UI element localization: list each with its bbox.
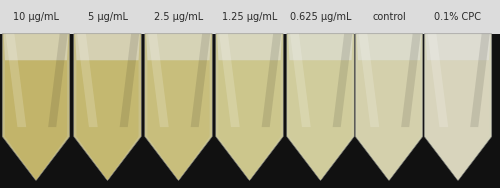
Polygon shape (148, 60, 210, 180)
Polygon shape (217, 34, 282, 60)
Polygon shape (262, 34, 281, 127)
Polygon shape (219, 34, 240, 127)
Polygon shape (290, 34, 310, 127)
FancyBboxPatch shape (0, 0, 500, 34)
Polygon shape (358, 34, 379, 127)
Polygon shape (218, 60, 280, 180)
Polygon shape (216, 34, 283, 180)
Polygon shape (2, 34, 70, 180)
Polygon shape (5, 60, 67, 180)
Polygon shape (355, 34, 423, 180)
Text: 1.25 μg/mL: 1.25 μg/mL (222, 12, 277, 22)
Polygon shape (6, 34, 26, 127)
Polygon shape (470, 34, 490, 127)
Polygon shape (74, 34, 142, 180)
Polygon shape (424, 34, 492, 180)
Polygon shape (287, 34, 354, 180)
Polygon shape (190, 34, 210, 127)
Polygon shape (75, 34, 140, 60)
Polygon shape (120, 34, 139, 127)
Polygon shape (146, 34, 211, 60)
Text: 10 μg/mL: 10 μg/mL (13, 12, 59, 22)
Polygon shape (290, 60, 352, 180)
Text: control: control (372, 12, 406, 22)
Polygon shape (145, 34, 212, 180)
Polygon shape (426, 34, 490, 60)
Polygon shape (332, 34, 352, 127)
Text: 0.1% CPC: 0.1% CPC (434, 12, 482, 22)
Polygon shape (76, 60, 138, 180)
Polygon shape (401, 34, 420, 127)
Polygon shape (427, 60, 489, 180)
Polygon shape (4, 34, 68, 60)
Polygon shape (288, 34, 353, 60)
Polygon shape (358, 60, 420, 180)
Text: 5 μg/mL: 5 μg/mL (88, 12, 128, 22)
Text: 0.625 μg/mL: 0.625 μg/mL (290, 12, 351, 22)
Polygon shape (148, 34, 169, 127)
Polygon shape (356, 34, 422, 60)
Text: 2.5 μg/mL: 2.5 μg/mL (154, 12, 203, 22)
Polygon shape (428, 34, 448, 127)
Polygon shape (48, 34, 68, 127)
Polygon shape (77, 34, 98, 127)
